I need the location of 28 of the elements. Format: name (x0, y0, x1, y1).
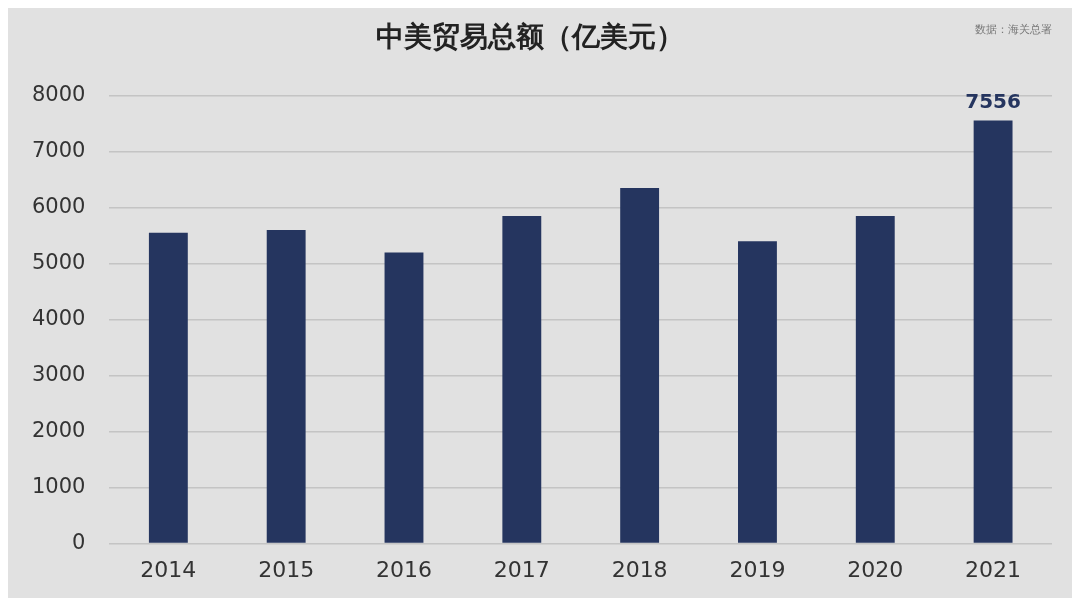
y-tick-label: 1000 (31, 474, 86, 499)
x-tick-label: 2017 (493, 556, 550, 582)
bar (620, 188, 660, 543)
y-tick-label: 5000 (31, 250, 86, 275)
bar (855, 216, 895, 543)
y-tick-label: 7000 (31, 138, 86, 163)
chart-title: 中美贸易总额（亿美元） (376, 20, 684, 54)
bar (502, 216, 542, 543)
bar (973, 120, 1013, 543)
y-tick-label: 3000 (31, 362, 86, 387)
bar (266, 230, 306, 543)
y-tick-label: 6000 (31, 194, 86, 219)
x-tick-label: 2016 (375, 556, 432, 582)
bar (738, 241, 777, 543)
x-tick-label: 2018 (611, 556, 668, 582)
bar (148, 232, 188, 543)
data-label: 7556 (965, 88, 1021, 113)
text: 数据：海关总署 (975, 22, 1052, 37)
x-tick-label: 2021 (965, 556, 1022, 582)
y-tick-label: 2000 (31, 418, 86, 443)
x-tick-label: 2015 (258, 556, 315, 582)
y-tick-label: 4000 (31, 306, 86, 331)
x-tick-label: 2014 (140, 556, 197, 582)
x-tick-label: 2019 (729, 556, 786, 582)
y-tick-label: 0 (72, 530, 86, 555)
y-tick-label: 8000 (31, 82, 86, 107)
bar (384, 252, 424, 543)
x-tick-label: 2020 (847, 556, 904, 582)
